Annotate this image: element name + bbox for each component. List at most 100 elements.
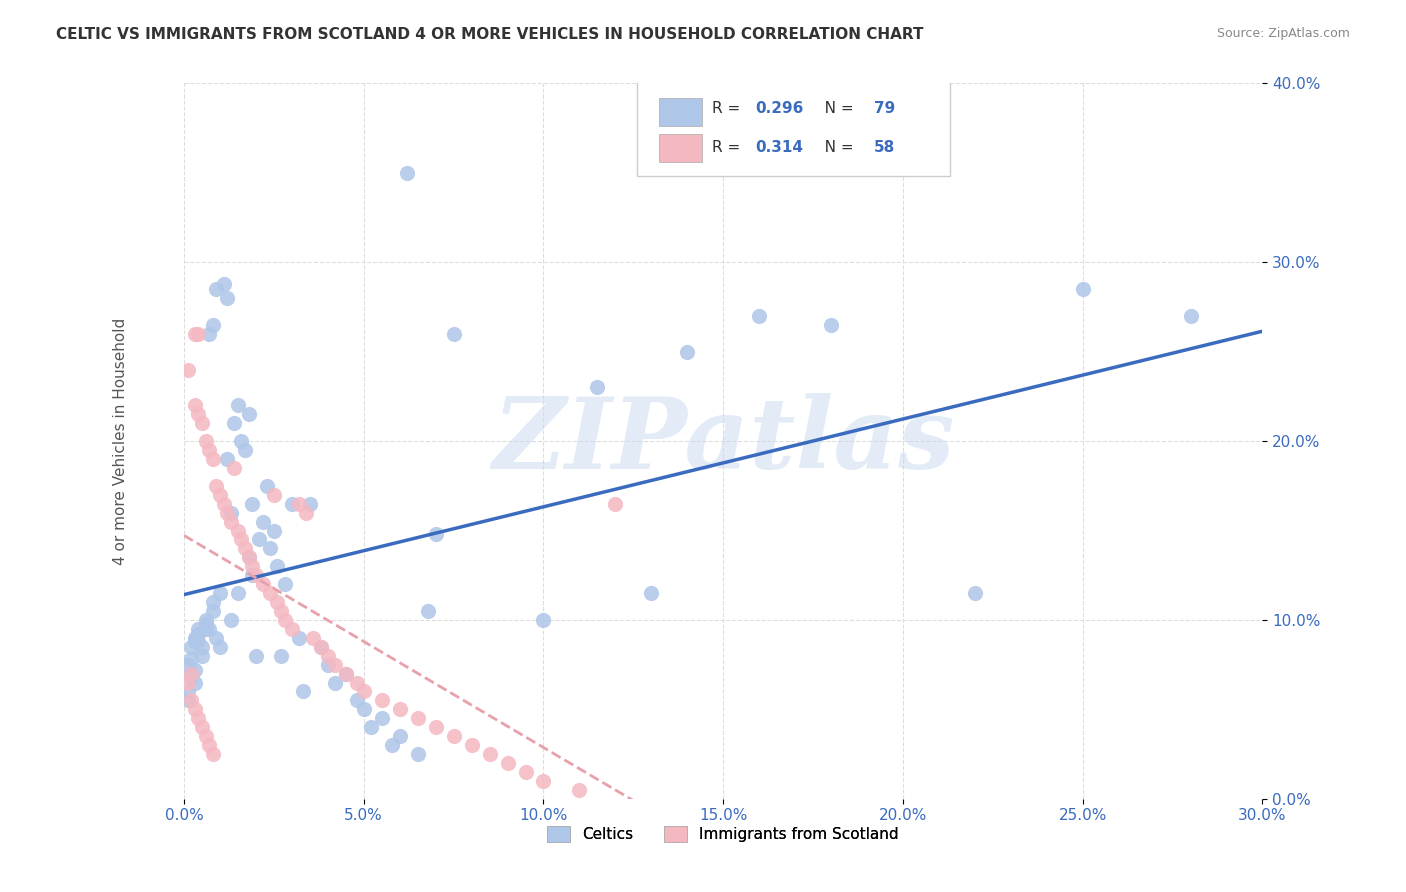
Point bbox=[191, 640, 214, 654]
Point bbox=[176, 362, 198, 376]
Point bbox=[191, 416, 214, 430]
Point bbox=[198, 443, 221, 458]
Point bbox=[180, 670, 202, 684]
Point bbox=[198, 622, 221, 636]
Point bbox=[176, 684, 198, 698]
Point bbox=[281, 497, 304, 511]
Point bbox=[180, 666, 202, 681]
Point bbox=[335, 666, 357, 681]
Text: 58: 58 bbox=[875, 140, 896, 155]
Point bbox=[201, 452, 224, 467]
Point bbox=[676, 344, 699, 359]
Point bbox=[568, 782, 591, 797]
Point bbox=[406, 747, 429, 761]
Point bbox=[256, 479, 278, 493]
Text: N =: N = bbox=[810, 101, 858, 116]
Point bbox=[184, 631, 207, 645]
Point bbox=[309, 640, 332, 654]
Point bbox=[205, 282, 228, 296]
Point bbox=[184, 326, 207, 341]
Point bbox=[180, 666, 202, 681]
Point bbox=[640, 586, 662, 600]
Point bbox=[205, 479, 228, 493]
Point bbox=[205, 631, 228, 645]
Point bbox=[370, 693, 392, 707]
Point bbox=[208, 640, 231, 654]
Point bbox=[1180, 309, 1202, 323]
Point bbox=[208, 488, 231, 502]
Point bbox=[219, 613, 242, 627]
Point bbox=[187, 622, 209, 636]
Point bbox=[226, 524, 249, 538]
Point bbox=[533, 613, 555, 627]
Point bbox=[198, 738, 221, 752]
Point bbox=[748, 309, 770, 323]
Point bbox=[245, 568, 267, 582]
Point bbox=[240, 497, 263, 511]
Point bbox=[360, 720, 382, 734]
Legend: Celtics, Immigrants from Scotland: Celtics, Immigrants from Scotland bbox=[541, 820, 905, 848]
Point bbox=[270, 648, 292, 663]
Point bbox=[323, 657, 346, 672]
Point bbox=[219, 506, 242, 520]
Point bbox=[323, 675, 346, 690]
Point bbox=[187, 711, 209, 725]
Point bbox=[180, 652, 202, 666]
Point bbox=[316, 657, 339, 672]
Point bbox=[208, 586, 231, 600]
FancyBboxPatch shape bbox=[637, 77, 949, 177]
Point bbox=[288, 631, 311, 645]
Point bbox=[231, 533, 253, 547]
Point bbox=[395, 166, 418, 180]
Point bbox=[219, 515, 242, 529]
Point bbox=[184, 663, 207, 677]
Point bbox=[176, 675, 198, 690]
Point bbox=[515, 764, 537, 779]
Point bbox=[191, 720, 214, 734]
Point bbox=[212, 497, 235, 511]
Text: N =: N = bbox=[810, 140, 858, 155]
Point bbox=[346, 675, 368, 690]
Point bbox=[252, 577, 274, 591]
Point bbox=[226, 398, 249, 412]
Point bbox=[460, 738, 482, 752]
Text: ZIPatlas: ZIPatlas bbox=[492, 392, 955, 490]
Point bbox=[194, 613, 217, 627]
Point bbox=[226, 586, 249, 600]
Point bbox=[605, 497, 627, 511]
Point bbox=[586, 380, 609, 394]
Point bbox=[335, 666, 357, 681]
Point bbox=[298, 497, 321, 511]
Point bbox=[478, 747, 501, 761]
Point bbox=[238, 550, 260, 565]
Point bbox=[217, 452, 239, 467]
FancyBboxPatch shape bbox=[658, 134, 702, 162]
Point bbox=[187, 634, 209, 648]
Point bbox=[180, 693, 202, 707]
FancyBboxPatch shape bbox=[658, 98, 702, 127]
Point bbox=[231, 434, 253, 449]
Point bbox=[270, 604, 292, 618]
Text: R =: R = bbox=[713, 101, 745, 116]
Point bbox=[259, 541, 281, 556]
Point bbox=[180, 640, 202, 654]
Point bbox=[238, 407, 260, 421]
Point bbox=[1071, 282, 1094, 296]
Point bbox=[425, 527, 447, 541]
Point bbox=[533, 773, 555, 788]
Point bbox=[217, 291, 239, 305]
Point bbox=[187, 407, 209, 421]
Point bbox=[425, 720, 447, 734]
Point bbox=[191, 648, 214, 663]
Point bbox=[224, 461, 246, 475]
Point bbox=[266, 559, 288, 574]
Point bbox=[212, 277, 235, 291]
Point bbox=[302, 631, 325, 645]
Text: Source: ZipAtlas.com: Source: ZipAtlas.com bbox=[1216, 27, 1350, 40]
Point bbox=[201, 318, 224, 332]
Point bbox=[288, 497, 311, 511]
Point bbox=[291, 684, 314, 698]
Point bbox=[240, 568, 263, 582]
Y-axis label: 4 or more Vehicles in Household: 4 or more Vehicles in Household bbox=[114, 318, 128, 565]
Point bbox=[201, 604, 224, 618]
